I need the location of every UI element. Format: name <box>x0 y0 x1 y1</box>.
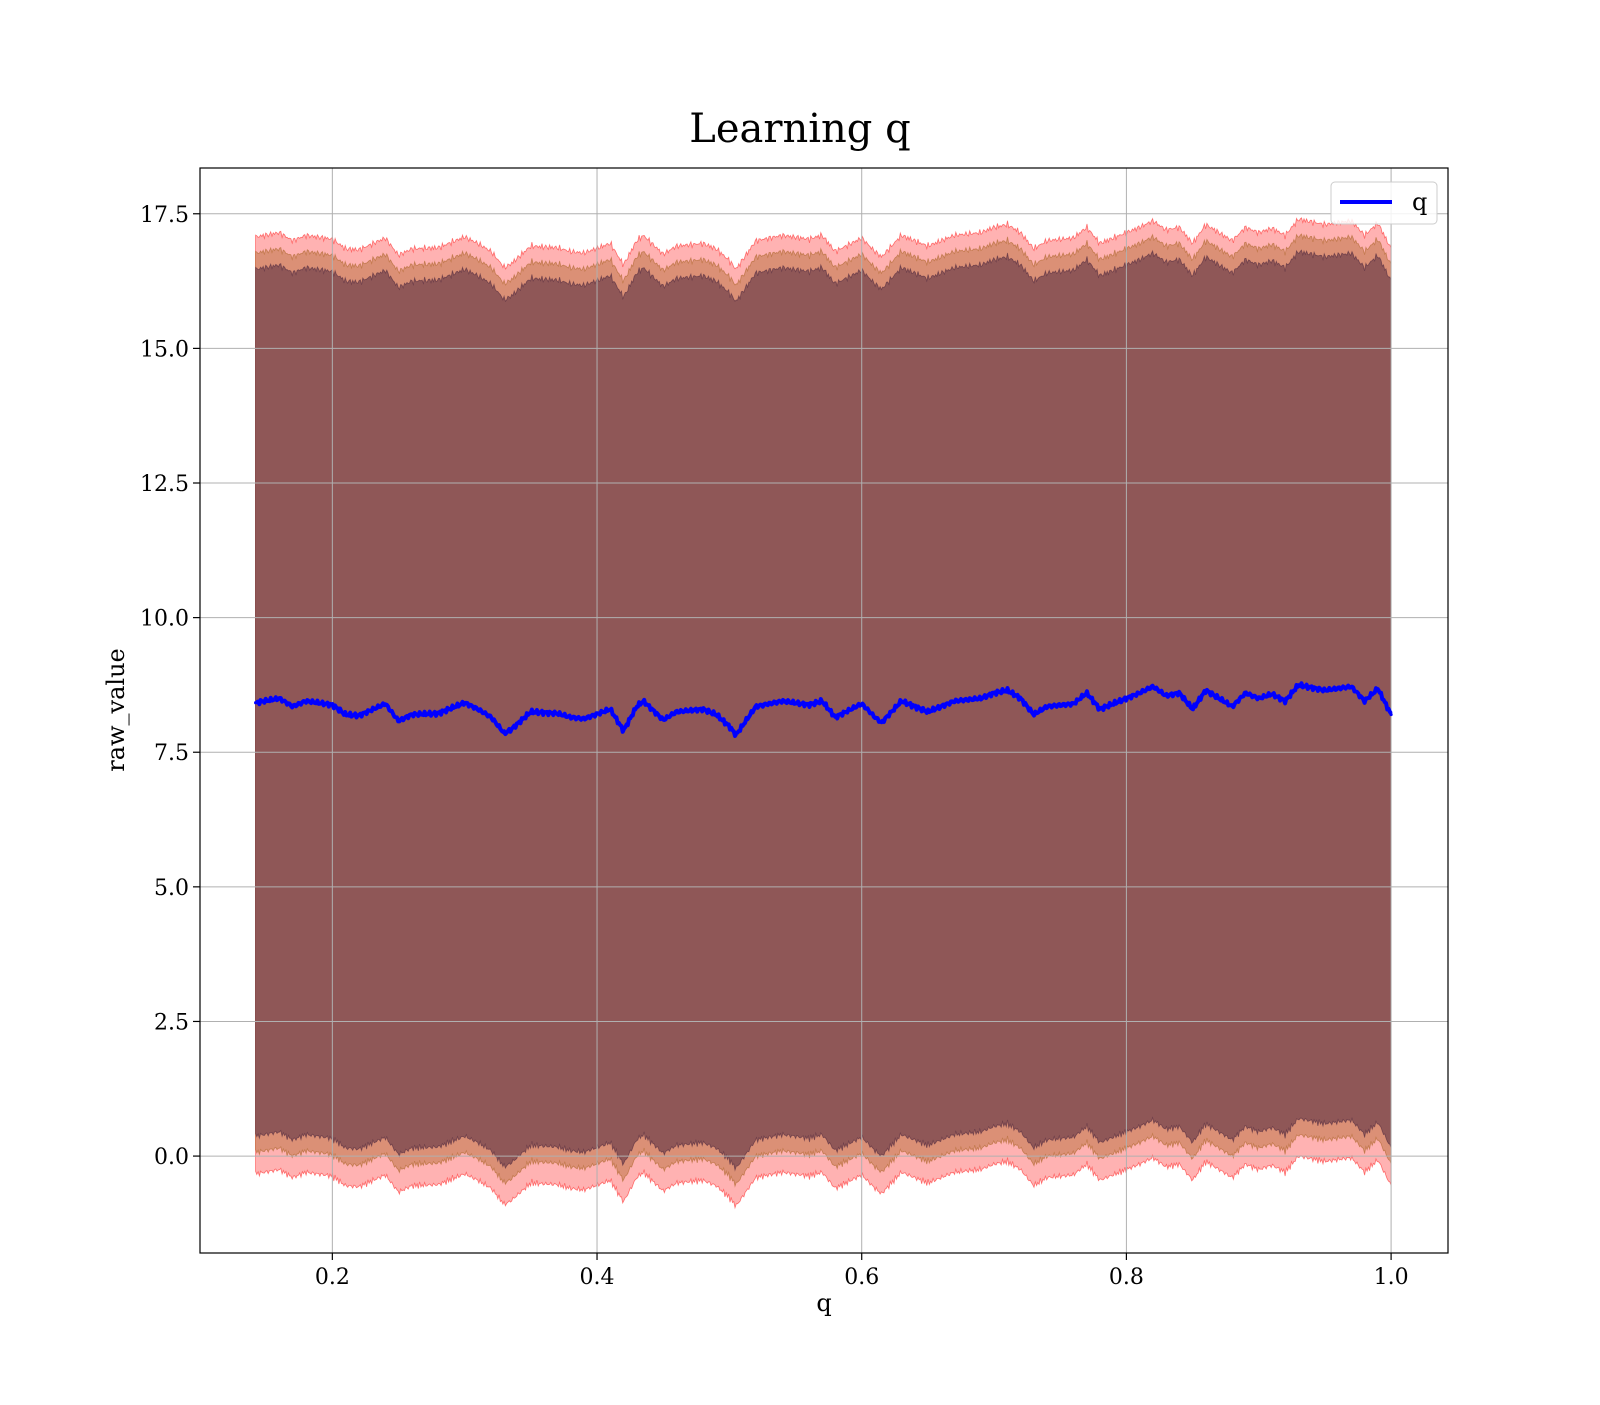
data-point <box>1270 692 1274 696</box>
data-point <box>1177 691 1181 695</box>
x-axis-label: q <box>816 1289 831 1317</box>
data-point <box>1363 699 1367 703</box>
data-point <box>489 715 493 719</box>
data-point <box>714 712 718 717</box>
data-point <box>529 710 533 714</box>
legend: q <box>1330 181 1438 225</box>
data-point <box>880 721 884 725</box>
data-point <box>383 702 387 706</box>
data-point <box>780 699 784 703</box>
plot-frame <box>199 167 1449 1254</box>
data-point <box>1296 683 1301 687</box>
data-point <box>555 711 559 716</box>
data-point <box>873 715 877 719</box>
data-point <box>509 728 513 732</box>
data-point <box>621 729 626 733</box>
data-point <box>635 704 639 709</box>
data-point <box>833 715 837 719</box>
data-point <box>807 703 811 707</box>
axes: 0.2 0.4 0.6 0.8 1.0 0.0 2.5 5.0 7.5 10.0 12.5 15.0 1… <box>140 168 1448 1290</box>
data-point <box>357 714 361 718</box>
data-point <box>1018 696 1023 701</box>
data-point <box>754 704 758 709</box>
data-point <box>1389 712 1393 717</box>
x-tick-label: 0.2 <box>315 1265 350 1290</box>
data-point <box>899 699 904 703</box>
x-tick-label: 0.6 <box>844 1265 879 1290</box>
data-point <box>661 718 665 722</box>
data-point <box>820 699 824 703</box>
data-point <box>344 712 348 717</box>
y-tick-label: 5.0 <box>154 876 189 901</box>
x-tick-label: 0.4 <box>580 1265 615 1290</box>
data-point <box>396 719 401 723</box>
data-point <box>582 717 586 721</box>
data-point <box>1124 696 1128 701</box>
data-point <box>1191 707 1195 711</box>
data-point <box>304 699 308 703</box>
data-point <box>1243 691 1248 695</box>
data-point <box>1323 688 1327 692</box>
y-tick-label: 7.5 <box>154 741 189 766</box>
data-point <box>734 733 738 737</box>
data-point <box>1204 688 1208 692</box>
data-point <box>641 699 646 703</box>
data-point <box>1045 704 1049 709</box>
data-point <box>608 707 612 711</box>
data-point <box>410 712 414 717</box>
data-point <box>1257 696 1261 701</box>
data-point <box>254 701 258 705</box>
data-point <box>1151 684 1155 689</box>
chart-title: Learning q <box>689 106 910 152</box>
data-point <box>979 696 983 701</box>
data-point <box>1085 691 1089 695</box>
data-point <box>926 710 930 714</box>
data-point <box>860 702 864 706</box>
series-points-q <box>254 683 1393 737</box>
data-point <box>463 701 467 705</box>
data-point <box>1376 687 1380 691</box>
y-tick-label: 2.5 <box>154 1010 189 1035</box>
data-point <box>1138 691 1142 695</box>
data-point <box>330 703 334 707</box>
series-line-q <box>254 681 1393 738</box>
data-point <box>1098 707 1102 711</box>
data-point <box>569 715 573 719</box>
legend-label-q: q <box>1412 188 1427 216</box>
data-point <box>1032 712 1036 717</box>
data-point <box>701 707 705 711</box>
band-inner <box>255 249 1392 1172</box>
data-point <box>1005 688 1009 692</box>
y-tick-label: 15.0 <box>140 337 189 362</box>
data-point <box>727 724 732 729</box>
data-point <box>502 731 506 736</box>
x-tick-label: 1.0 <box>1374 1265 1409 1290</box>
data-point <box>1283 699 1287 703</box>
data-point <box>1071 702 1076 706</box>
data-point <box>1217 696 1221 701</box>
data-point <box>992 691 996 695</box>
y-axis-label: raw_value <box>102 648 130 772</box>
y-tick-label: 10.0 <box>140 607 189 632</box>
data-point <box>674 710 679 714</box>
y-tick-label: 17.5 <box>140 203 189 228</box>
data-point <box>291 704 295 709</box>
x-tick-label: 0.8 <box>1109 1265 1144 1290</box>
data-point <box>952 699 957 703</box>
data-point <box>436 711 440 716</box>
data-point <box>476 707 480 711</box>
data-point <box>1164 694 1168 698</box>
data-point <box>1349 684 1353 689</box>
y-tick-label: 0.0 <box>154 1145 189 1170</box>
data-point <box>277 696 281 701</box>
plot-area: 0.2 0.4 0.6 0.8 1.0 0.0 2.5 5.0 7.5 10.0 12.5 15.0 1… <box>140 168 1448 1290</box>
data-point <box>1230 704 1234 709</box>
y-tick-label: 12.5 <box>140 472 189 497</box>
